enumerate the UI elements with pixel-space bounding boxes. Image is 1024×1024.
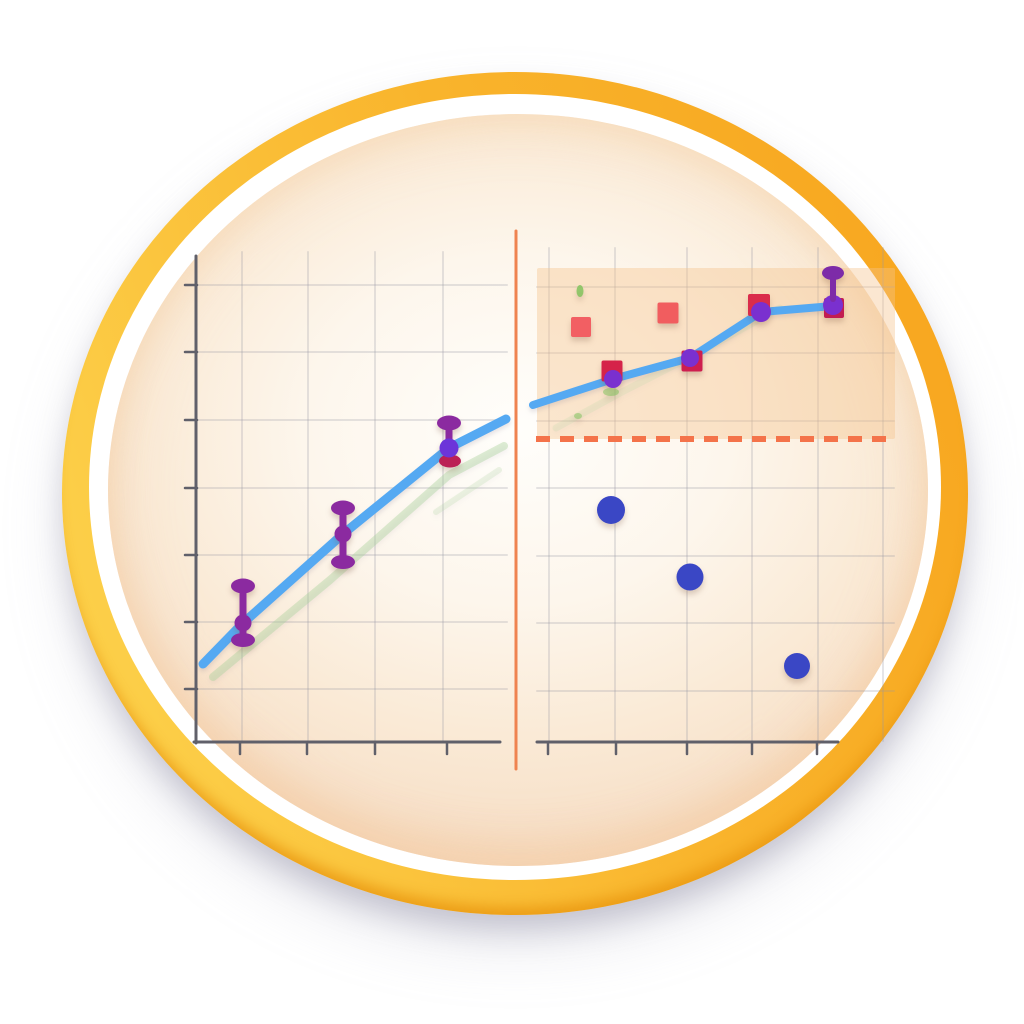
- purple-point-marker: [823, 295, 843, 315]
- markers-layer: [231, 266, 844, 679]
- axes-layer: [183, 254, 840, 756]
- green-mark: [576, 285, 584, 297]
- error-bar-cap-top: [437, 415, 461, 431]
- red-square-outlier: [571, 317, 591, 337]
- red-square-outlier: [657, 302, 679, 324]
- blue-scatter-dot: [676, 563, 704, 591]
- error-bar-cap-bottom: [231, 633, 255, 647]
- left-green-trend-line: [209, 442, 508, 681]
- error-bar-cap-top: [231, 578, 255, 594]
- right-error-cap: [822, 266, 844, 280]
- error-bar-cap-top: [331, 500, 355, 516]
- error-bar-point: [437, 415, 461, 468]
- error-bar-dot: [334, 525, 352, 543]
- highlight-band: [537, 268, 895, 439]
- green-mark: [603, 388, 619, 396]
- blue-scatter-dot: [597, 496, 625, 524]
- error-bar-point: [231, 578, 255, 647]
- green-mark: [574, 413, 582, 419]
- purple-point-marker: [751, 302, 771, 322]
- error-bar-cap-bottom: [331, 555, 355, 569]
- error-bar-dot: [234, 614, 252, 632]
- crimson-ellipse-marker: [439, 454, 461, 468]
- purple-point-marker: [681, 349, 699, 367]
- grid-layer: [196, 247, 895, 742]
- purple-point-marker: [604, 370, 622, 388]
- error-bar-dot: [439, 438, 459, 458]
- error-bar-point: [331, 500, 355, 569]
- left-green-trend-fork: [433, 467, 502, 515]
- blue-scatter-dot: [784, 653, 810, 679]
